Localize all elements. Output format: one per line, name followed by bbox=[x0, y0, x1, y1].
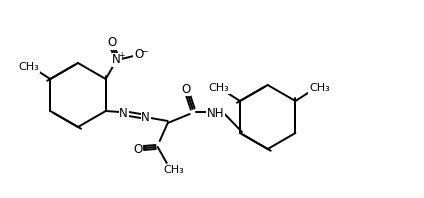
Text: CH₃: CH₃ bbox=[163, 165, 184, 175]
Text: CH₃: CH₃ bbox=[19, 62, 39, 72]
Text: −: − bbox=[140, 47, 148, 55]
Text: N: N bbox=[119, 107, 128, 120]
Text: +: + bbox=[118, 51, 124, 60]
Text: N: N bbox=[112, 53, 121, 67]
Text: NH: NH bbox=[207, 107, 224, 120]
Text: CH₃: CH₃ bbox=[209, 83, 229, 93]
Text: O: O bbox=[181, 83, 190, 95]
Text: O: O bbox=[107, 36, 116, 50]
Text: N: N bbox=[141, 110, 150, 124]
Text: O: O bbox=[133, 143, 142, 155]
Text: CH₃: CH₃ bbox=[309, 83, 330, 93]
Text: O: O bbox=[134, 49, 143, 61]
